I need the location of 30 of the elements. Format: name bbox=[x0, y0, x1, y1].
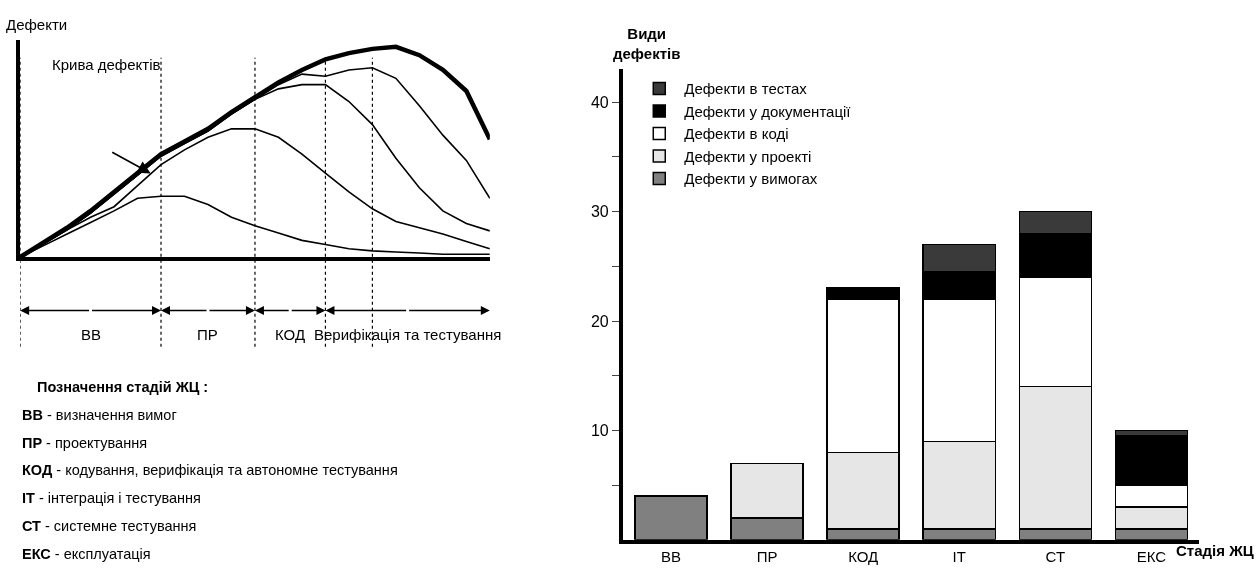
legend-label: Дефекти в тестах bbox=[684, 80, 808, 98]
text: СТ - системне тестування bbox=[22, 518, 197, 534]
y-axis-title: Види дефектів bbox=[613, 25, 681, 62]
text: ЕКС - експлуатація bbox=[22, 546, 151, 562]
legend-label: Дефекти у вимогах bbox=[684, 170, 818, 188]
y-axis-title: Дефекти bbox=[6, 16, 68, 33]
legend-label: Дефекти у документації bbox=[684, 102, 852, 120]
x-tick-label: ПР bbox=[756, 547, 778, 565]
annotation: Крива дефектів bbox=[52, 56, 161, 73]
text: ІТ - інтеграція і тестування bbox=[22, 490, 201, 506]
x-tick-label: ІТ bbox=[952, 547, 966, 565]
text: ВВ bbox=[81, 326, 102, 343]
text: КОД bbox=[275, 326, 306, 343]
text: ВВ - визначення вимог bbox=[22, 407, 177, 423]
x-tick-label: КОД bbox=[848, 547, 879, 565]
x-tick-label: ВВ bbox=[661, 547, 682, 565]
x-axis-title: Стадія ЖЦ bbox=[1176, 542, 1254, 559]
y-tick-label: 20 bbox=[590, 312, 609, 330]
legend-label: Дефекти в коді bbox=[684, 125, 789, 143]
text: КОД - кодування, верифікація та автономне тестування bbox=[22, 462, 398, 478]
legend-label: Дефекти у проекті bbox=[684, 147, 812, 165]
y-tick-label: 30 bbox=[590, 203, 609, 221]
x-tick-label: СТ bbox=[1045, 547, 1066, 565]
y-tick-label: 40 bbox=[590, 93, 609, 111]
y-tick-label: 10 bbox=[590, 422, 609, 440]
text: ПР - проектування bbox=[22, 435, 148, 451]
text: Верифікація та тестування bbox=[314, 326, 502, 343]
text: ПР bbox=[197, 326, 218, 343]
x-tick-label: ЕКС bbox=[1136, 547, 1167, 565]
text: Позначення стадій ЖЦ : bbox=[37, 379, 209, 395]
